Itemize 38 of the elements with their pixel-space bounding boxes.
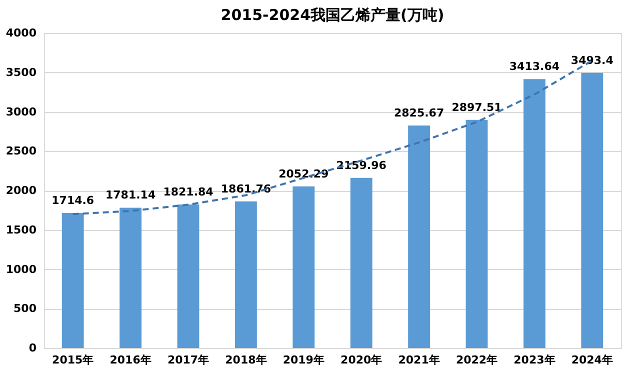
data-label: 1714.6: [52, 194, 94, 207]
bar: [62, 212, 84, 348]
bar: [466, 120, 488, 348]
data-label: 2897.51: [452, 100, 502, 114]
y-tick-label: 0: [28, 342, 37, 354]
y-tick-label: 500: [14, 302, 37, 316]
data-label: 3413.64: [509, 60, 560, 74]
x-tick-label: 2021年: [398, 354, 440, 366]
y-tick-label: 2000: [6, 184, 37, 197]
chart-title: 2015-2024我国乙烯产量(万吨): [220, 6, 444, 24]
y-tick-label: 1000: [6, 262, 37, 276]
y-tick-label: 3000: [6, 105, 37, 118]
y-tick-label: 4000: [6, 26, 37, 40]
x-tick-label: 2020年: [340, 354, 382, 366]
bar: [523, 79, 546, 348]
x-tick-label: 2016年: [110, 354, 152, 366]
x-tick-label: 2024年: [571, 354, 613, 366]
bar: [234, 201, 257, 348]
bar: [408, 125, 430, 348]
bar: [120, 208, 142, 348]
y-tick-label: 1500: [6, 223, 37, 236]
y-tick-label: 2500: [6, 144, 37, 158]
x-tick-label: 2017年: [167, 354, 210, 366]
bar: [177, 204, 200, 348]
data-label: 3493.4: [570, 54, 614, 67]
x-tick-label: 2023年: [514, 354, 556, 366]
x-tick-label: 2018年: [225, 354, 267, 366]
data-label: 1821.84: [163, 186, 214, 199]
x-tick-label: 2015年: [52, 354, 94, 366]
bar: [350, 178, 372, 348]
y-tick-label: 3500: [6, 66, 37, 79]
x-tick-label: 2022年: [456, 354, 498, 366]
data-label: 1861.76: [220, 182, 272, 196]
data-label: 2825.67: [394, 106, 444, 120]
bar: [292, 186, 315, 348]
data-label: 1781.14: [105, 188, 156, 202]
bar: [581, 72, 604, 348]
x-tick-label: 2019年: [282, 354, 324, 366]
